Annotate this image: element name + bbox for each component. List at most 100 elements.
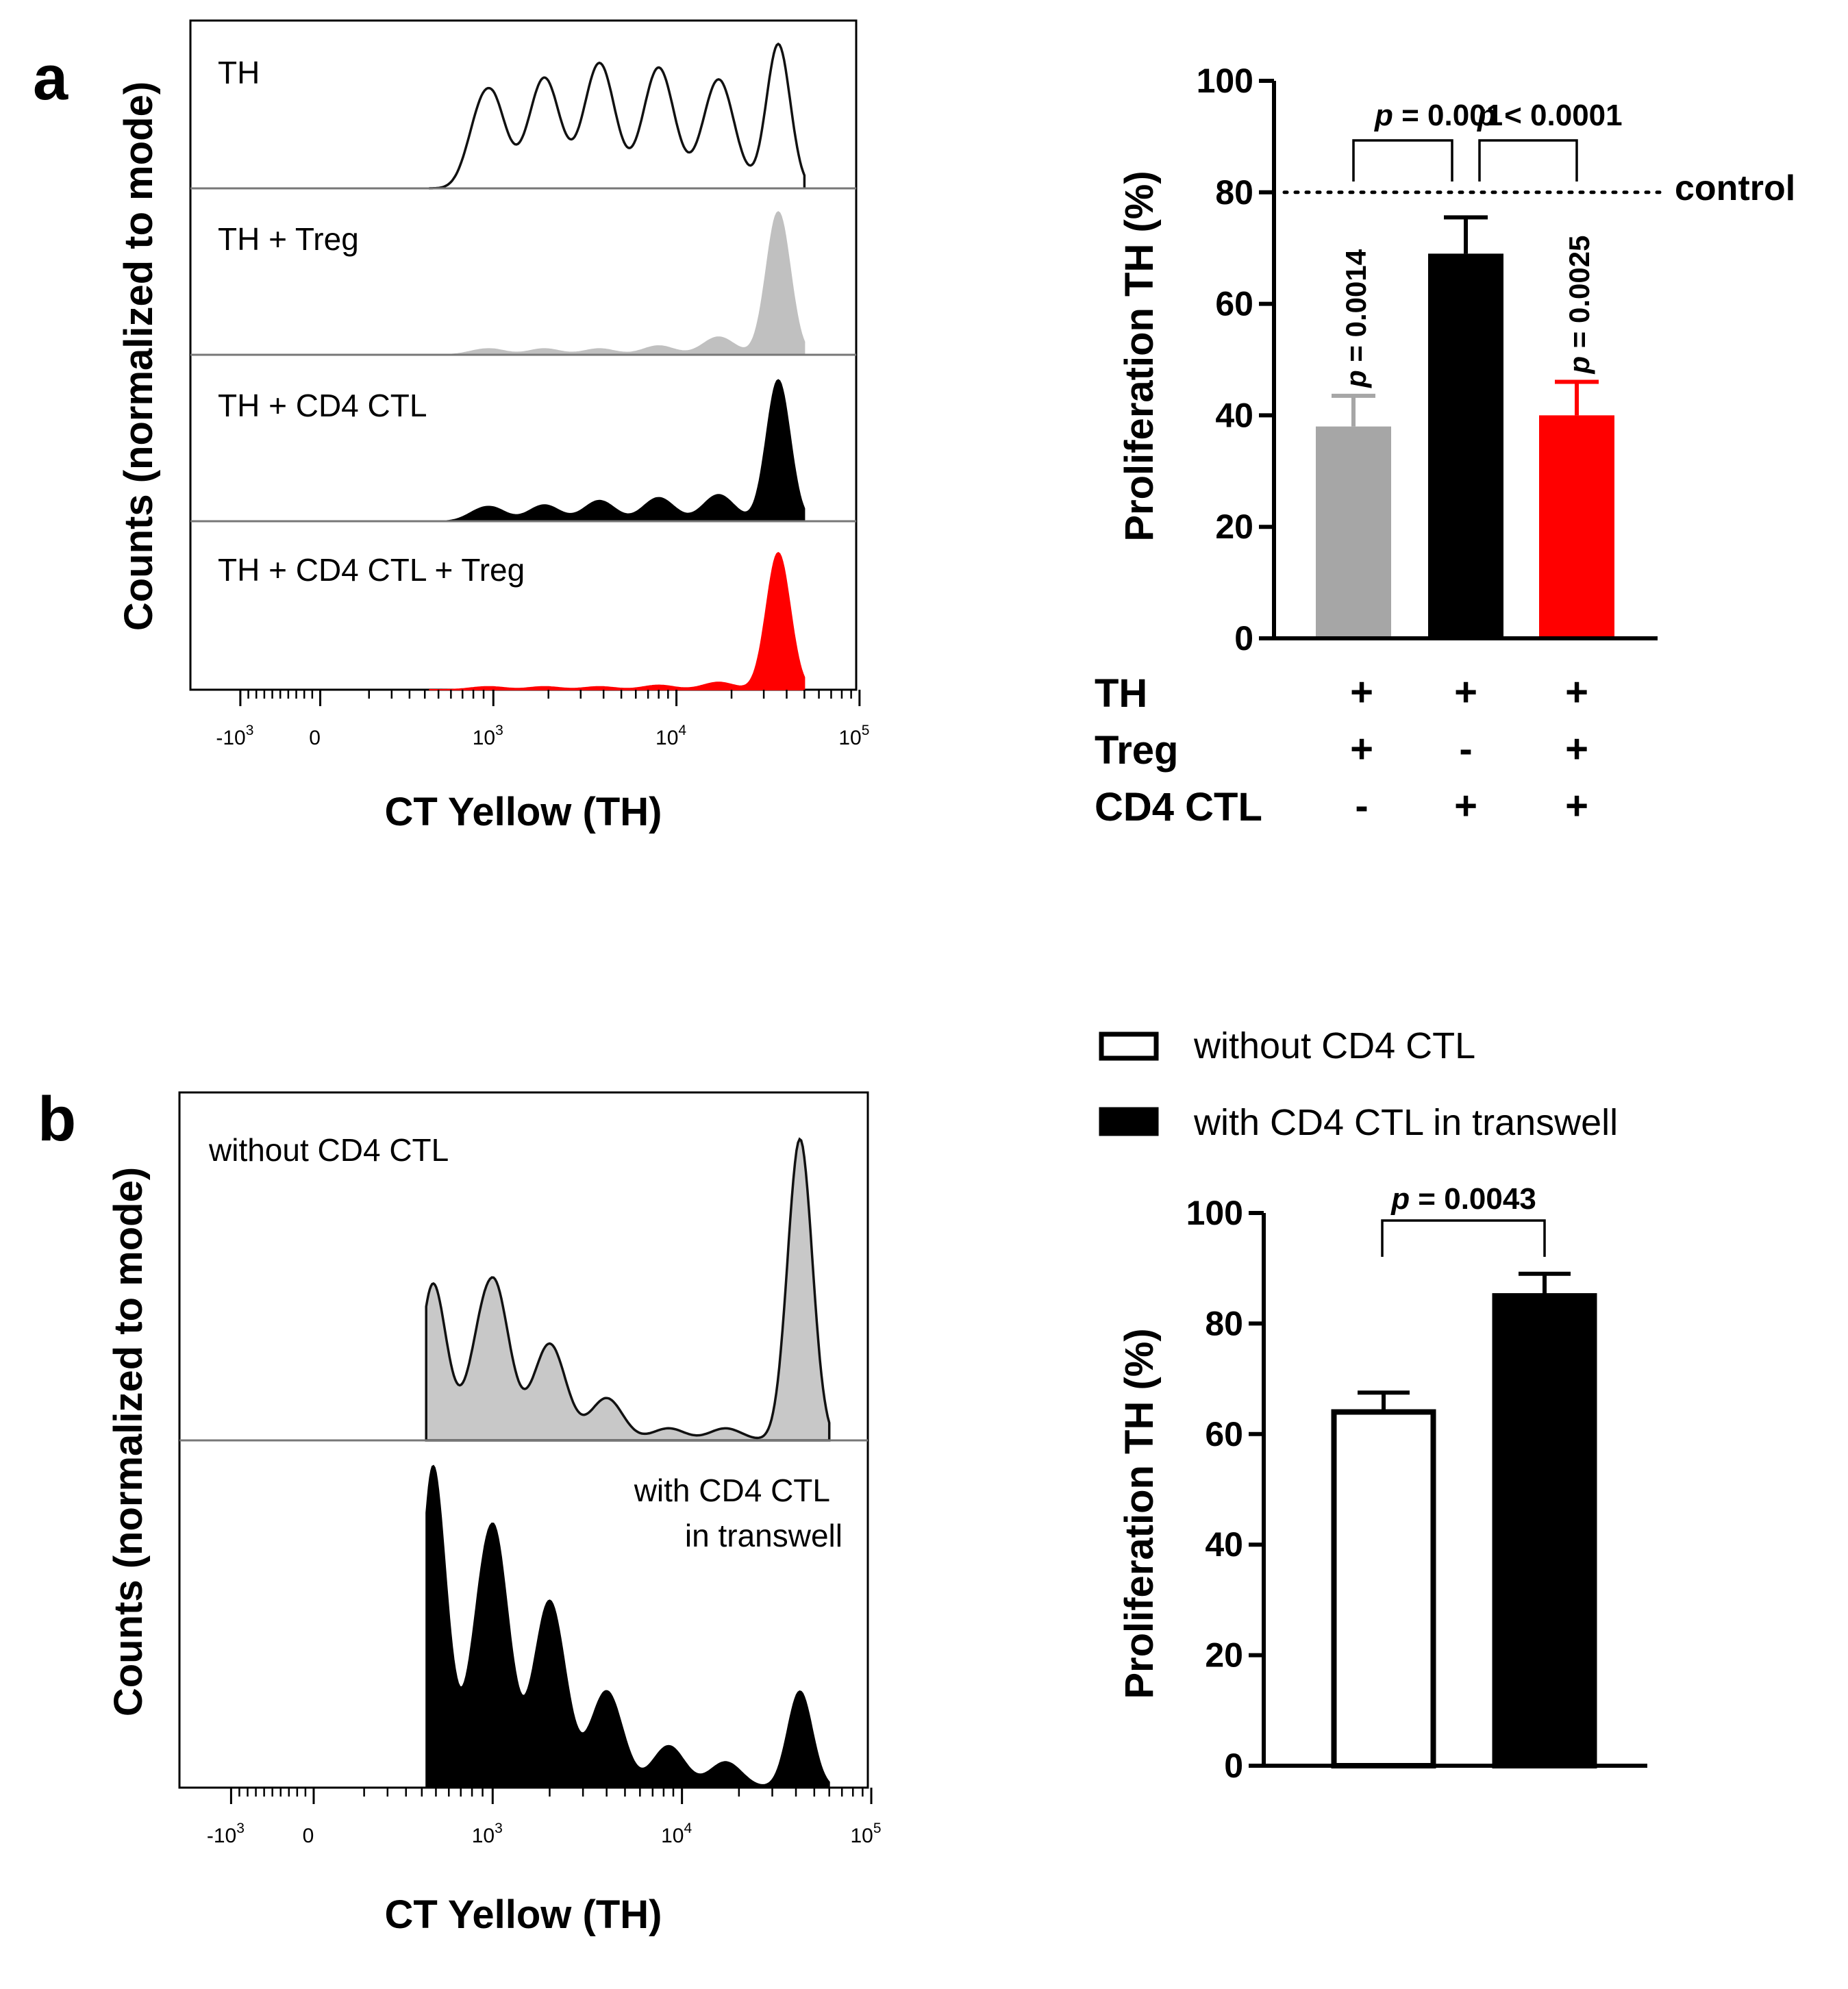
tick-base: 10 [850, 1825, 873, 1847]
p-value-text: < 0.0001 [1496, 99, 1623, 132]
condition-label: CD4 CTL [1095, 785, 1262, 829]
histogram-tracks [425, 1137, 831, 1788]
significance-bracket [1381, 1219, 1546, 1257]
histogram-x-label: CT Yellow (TH) [385, 1892, 662, 1937]
panel-b-bar-chart: without CD4 CTL with CD4 CTL in transwel… [1099, 1025, 1647, 1785]
condition-value: + [1350, 670, 1373, 714]
p-symbol: p [1563, 356, 1595, 375]
condition-value: + [1565, 727, 1588, 771]
tick-base: 0 [303, 1825, 314, 1847]
track-label-in-transwell: in transwell [685, 1518, 842, 1553]
histogram-curve [429, 551, 806, 690]
histogram-curve [425, 1137, 831, 1442]
y-tick-label: 100 [1186, 1194, 1243, 1232]
tick-base: 10 [661, 1825, 684, 1847]
tick-exponent: 3 [236, 1821, 245, 1836]
tick-base: -10 [216, 727, 245, 749]
histogram-tracks [429, 42, 806, 690]
y-tick-label: 40 [1205, 1525, 1243, 1564]
bar-y-axis: 0 20 40 60 80 100 [1197, 62, 1658, 658]
panel-a-histogram: TH TH + Treg TH + CD4 CTL TH + CD4 CTL +… [116, 19, 869, 834]
axis-tick-label: -103 [216, 723, 253, 749]
significance-annotations: p = 0.0043 [1381, 1182, 1546, 1257]
bar [1331, 1409, 1436, 1768]
y-tick-label: 100 [1197, 62, 1253, 100]
axis-tick-label: 104 [655, 723, 686, 749]
vertical-p-value: p = 0.0025 [1563, 236, 1595, 375]
histogram-y-label: Counts (normalized to mode) [106, 1167, 151, 1716]
axis-tick-label: 103 [472, 1821, 503, 1847]
y-tick-label: 60 [1215, 285, 1253, 323]
condition-value: + [1565, 784, 1588, 828]
legend-label-without: without CD4 CTL [1193, 1025, 1475, 1066]
track-label-with-cd4ctl: with CD4 CTL [634, 1473, 830, 1508]
legend-swatch-with [1099, 1107, 1159, 1136]
tick-exponent: 3 [495, 723, 503, 738]
condition-table: TH + + + Treg + - + CD4 CTL - + + [1095, 670, 1588, 829]
bar [1428, 253, 1503, 639]
bar-y-label: Proliferation TH (%) [1117, 1328, 1162, 1699]
p-symbol: p [1477, 99, 1496, 132]
bar [1539, 415, 1614, 638]
track-label-th-treg: TH + Treg [218, 221, 359, 257]
histogram-curve [429, 42, 806, 190]
p-value-text: = 0.0043 [1410, 1182, 1536, 1216]
significance-label: p = 0.001 [1374, 99, 1503, 132]
track-label-th: TH [218, 55, 260, 90]
panel-letter-b: b [38, 1084, 76, 1154]
condition-value: + [1454, 784, 1477, 828]
bar [1492, 1293, 1597, 1769]
histogram-y-label: Counts (normalized to mode) [116, 82, 161, 631]
track-label-th-cd4ctl-treg: TH + CD4 CTL + Treg [218, 552, 525, 588]
condition-label: TH [1095, 671, 1147, 716]
y-tick-label: 40 [1215, 396, 1253, 434]
panel-letter-a: a [33, 43, 68, 113]
tick-base: 10 [655, 727, 678, 749]
significance-label: p = 0.0043 [1390, 1182, 1536, 1216]
y-tick-label: 20 [1215, 508, 1253, 546]
bar-marks [1331, 1271, 1597, 1769]
axis-tick-label: 0 [303, 1825, 314, 1847]
histogram-x-axis: -103 0 103 104 105 [216, 690, 869, 749]
tick-base: 0 [309, 727, 321, 749]
p-value-text: = 0.0014 [1340, 249, 1372, 370]
vertical-p-value: p = 0.0014 [1340, 249, 1372, 388]
p-value-text: = 0.0025 [1563, 236, 1595, 356]
p-symbol: p [1390, 1182, 1410, 1216]
histogram-x-label: CT Yellow (TH) [385, 790, 662, 834]
condition-value: + [1350, 727, 1373, 771]
tick-base: -10 [207, 1825, 236, 1847]
bar-marks: p = 0.0014 p = 0.0025 [1282, 190, 1663, 639]
tick-exponent: 4 [684, 1821, 692, 1836]
tick-exponent: 5 [862, 723, 870, 738]
tick-exponent: 3 [246, 723, 254, 738]
tick-exponent: 4 [678, 723, 686, 738]
axis-tick-label: 103 [473, 723, 503, 749]
histogram-curve [425, 1464, 830, 1788]
y-tick-label: 80 [1215, 173, 1253, 212]
histogram-curve [429, 211, 806, 355]
axis-tick-label: -103 [207, 1821, 245, 1847]
bar-y-label: Proliferation TH (%) [1117, 171, 1162, 541]
y-tick-label: 0 [1234, 619, 1253, 658]
control-label: control [1675, 168, 1795, 208]
p-symbol: p [1374, 99, 1393, 132]
legend-label-with: with CD4 CTL in transwell [1193, 1102, 1618, 1143]
p-symbol: p [1340, 370, 1372, 388]
tick-exponent: 3 [495, 1821, 503, 1836]
y-tick-label: 60 [1205, 1415, 1243, 1453]
significance-label: p < 0.0001 [1477, 99, 1623, 132]
legend-swatch-without [1099, 1031, 1159, 1061]
panel-b-histogram: without CD4 CTL with CD4 CTL in transwel… [106, 1091, 882, 1937]
tick-base: 10 [473, 727, 495, 749]
bar-y-axis: 0 20 40 60 80 100 [1186, 1194, 1647, 1785]
histogram-curve [429, 379, 806, 522]
bar [1316, 426, 1391, 638]
condition-value: - [1459, 727, 1472, 771]
axis-tick-label: 105 [838, 723, 869, 749]
tick-base: 10 [472, 1825, 495, 1847]
condition-value: - [1355, 784, 1368, 828]
